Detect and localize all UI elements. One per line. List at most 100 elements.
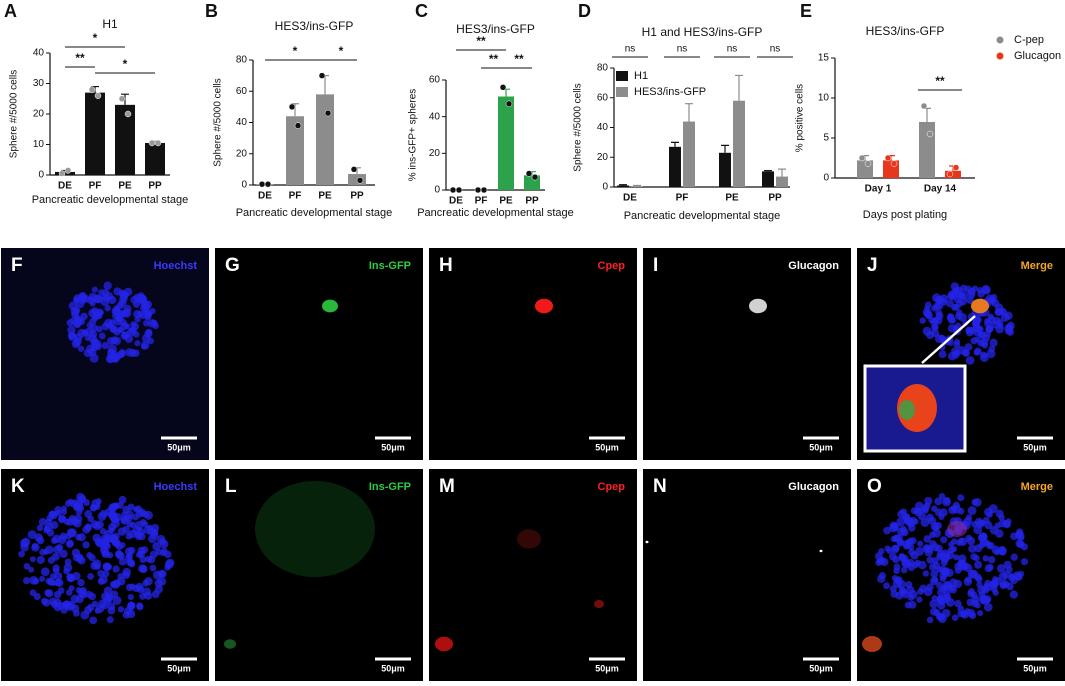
cell-nucleus [884,545,891,552]
cell-nucleus [120,322,129,331]
data-point [858,154,866,162]
cell-nucleus [947,292,955,300]
cell-nucleus [922,570,930,577]
cell-nucleus [936,552,944,561]
cell-nucleus [97,569,105,578]
y-axis-label: Sphere #/5000 cells [573,83,584,171]
cell-nucleus [90,520,99,529]
cell-nucleus [70,594,80,604]
cell-nucleus [57,535,67,545]
cell-nucleus [29,575,38,585]
cell-nucleus [142,579,150,587]
cell-nucleus [928,516,937,526]
cell-nucleus [991,321,999,329]
cell-nucleus [71,604,80,613]
micrograph-background [429,469,637,681]
cell-nucleus [60,606,68,614]
cell-nucleus [99,527,107,535]
stained-cell [535,298,553,314]
stained-cell [224,639,236,649]
cell-nucleus [984,317,991,324]
cell-nucleus [109,324,118,333]
scale-bar-label: 50μm [595,442,619,452]
bar [286,116,304,185]
data-point [480,186,488,194]
micrograph-background [429,248,637,460]
cell-nucleus [954,599,962,608]
chart-title: HES3/ins-GFP [866,24,945,38]
cell-nucleus [141,334,151,343]
cell-nucleus [93,503,101,511]
cell-nucleus [972,319,981,328]
cell-nucleus [152,541,161,551]
cell-nucleus [910,551,919,560]
cell-nucleus [1020,543,1028,551]
cell-nucleus [70,517,79,526]
cell-nucleus [931,595,938,602]
legend-swatch [616,71,628,81]
cell-nucleus [948,584,956,592]
data-point [58,170,66,177]
cell-nucleus [906,537,914,545]
cell-nucleus [1004,326,1013,335]
cell-nucleus [142,300,150,307]
cell-nucleus [86,322,93,329]
chart-title: HES3/ins-GFP [275,19,354,33]
cell-nucleus [983,602,993,612]
legend-swatch [996,36,1004,44]
cell-nucleus [967,590,975,598]
micrograph-panel: I Glucagon 50μm [643,248,851,460]
cell-nucleus [951,614,959,621]
cell-nucleus [957,507,965,515]
x-tick-label: PF [89,181,102,192]
legend-label: Glucagon [1014,50,1061,62]
cell-nucleus [958,296,968,306]
cell-nucleus [1015,530,1023,538]
x-axis-label: Days post plating [863,209,947,221]
cell-nucleus [1010,553,1018,561]
x-tick-label: PP [768,193,782,204]
y-tick-label: 20 [429,148,441,159]
cell-nucleus [103,281,112,290]
stain-label: Cpep [598,481,626,493]
cell-nucleus [113,287,122,296]
data-point [148,139,156,147]
error-bar [778,168,786,177]
data-point [926,130,934,138]
cell-nucleus [63,563,73,572]
significance-label: ns [625,44,636,55]
cell-nucleus [940,536,948,544]
micrograph-panel: J Merge 50μm [857,248,1065,460]
cell-nucleus [875,559,882,566]
chart-title: HES3/ins-GFP [456,22,535,36]
cell-nucleus [107,606,116,615]
cell-nucleus [145,328,153,336]
cell-nucleus [90,307,99,316]
cell-nucleus [151,590,160,599]
cell-nucleus [139,555,147,564]
cell-nucleus [934,497,943,506]
panel-letter: D [578,1,591,21]
cell-nucleus [878,548,885,555]
cell-nucleus [940,559,948,567]
significance-label: * [293,44,298,58]
panel-letter: A [4,1,17,21]
bar [145,142,165,175]
significance-label: ** [935,74,945,88]
cell-nucleus [151,529,159,536]
cell-nucleus [102,562,112,571]
cell-nucleus [54,578,62,587]
cell-nucleus [907,593,915,601]
cell-nucleus [973,349,980,356]
cell-nucleus [20,542,29,552]
cell-nucleus [80,312,88,321]
y-tick-label: 80 [236,55,248,66]
stained-cell [819,549,823,553]
y-tick-label: 0 [602,182,608,193]
cell-nucleus [986,542,993,549]
x-tick-label: DE [449,196,463,207]
micrograph-panel: F Hoechst 50μm [1,248,209,460]
cell-nucleus [974,336,981,343]
cell-nucleus [45,518,52,525]
panel-letter: M [439,476,455,497]
